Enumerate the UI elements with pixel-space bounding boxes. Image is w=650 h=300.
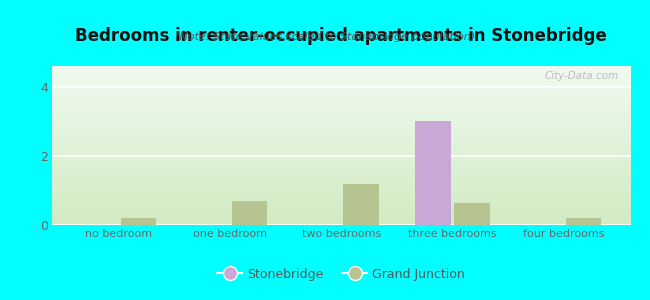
- Bar: [415, 121, 450, 225]
- Title: Bedrooms in renter-occupied apartments in Stonebridge: Bedrooms in renter-occupied apartments i…: [75, 27, 607, 45]
- Bar: [454, 202, 490, 225]
- Bar: [343, 184, 379, 225]
- Bar: [232, 201, 267, 225]
- Bar: [120, 218, 156, 225]
- Text: (Note: State values scaled to Stonebridge population): (Note: State values scaled to Stonebridg…: [175, 32, 475, 41]
- Text: City-Data.com: City-Data.com: [545, 71, 619, 81]
- Bar: [566, 218, 601, 225]
- Legend: Stonebridge, Grand Junction: Stonebridge, Grand Junction: [213, 262, 470, 286]
